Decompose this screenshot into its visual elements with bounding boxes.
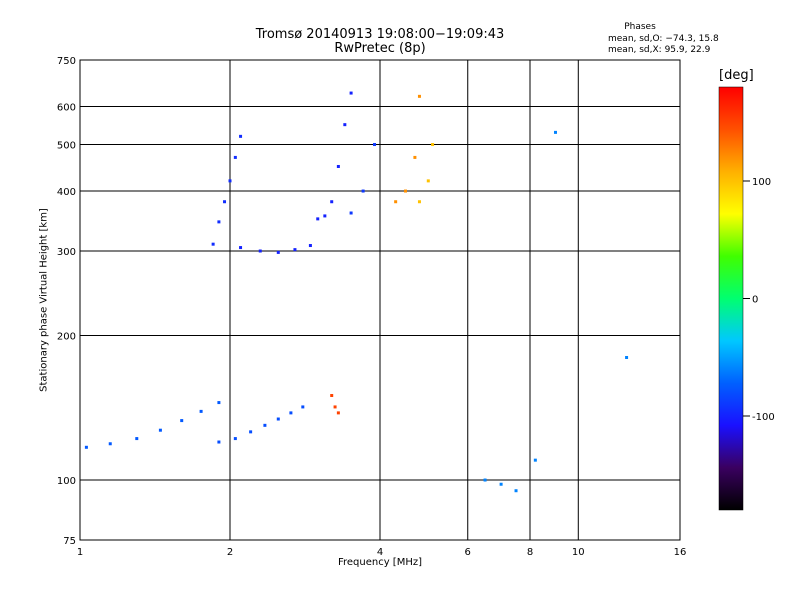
data-point (249, 430, 253, 434)
chart-title-line2: RwPretec (8p) (334, 41, 426, 56)
y-axis-ticks: 75 100 200 300 400 500 600 750 (57, 56, 76, 547)
data-point (233, 155, 237, 159)
data-point (276, 250, 280, 254)
data-point (514, 489, 518, 493)
data-point (233, 437, 237, 441)
data-point (84, 445, 88, 449)
stats-x-line: mean, sd,X: 95.9, 22.9 (608, 45, 711, 55)
data-point (276, 417, 280, 421)
data-point (301, 405, 305, 409)
colorbar-ticks: 100 0 -100 (743, 177, 775, 423)
data-point (217, 401, 221, 405)
colorbar-tick-label: 0 (752, 295, 758, 306)
data-point (343, 123, 347, 127)
plot-frame (79, 59, 681, 541)
data-point (217, 440, 221, 444)
y-tick-label: 500 (57, 141, 76, 152)
x-tick-label: 2 (227, 547, 233, 558)
data-point (373, 143, 377, 147)
y-tick-label: 600 (57, 103, 76, 114)
data-point (180, 419, 184, 423)
y-tick-label: 750 (57, 56, 76, 67)
data-point (263, 423, 267, 427)
data-point (316, 217, 320, 221)
data-point (361, 189, 365, 193)
data-point (403, 189, 407, 193)
data-point (199, 409, 203, 413)
y-tick-label: 100 (57, 476, 76, 487)
x-tick-label: 4 (377, 547, 383, 558)
data-point (293, 248, 297, 252)
data-points (84, 91, 629, 493)
data-point (349, 211, 353, 215)
x-tick-label: 16 (674, 547, 687, 558)
chart-title-line1: Tromsø 20140913 19:08:00−19:09:43 (255, 27, 505, 42)
data-point (426, 179, 430, 183)
data-point (239, 134, 243, 138)
data-point (258, 249, 262, 253)
data-point (308, 244, 312, 248)
data-point (323, 214, 327, 218)
data-point (417, 200, 421, 204)
x-tick-label: 1 (77, 547, 83, 558)
data-point (336, 164, 340, 168)
data-point (330, 394, 334, 398)
x-tick-label: 6 (465, 547, 471, 558)
y-tick-label: 200 (57, 332, 76, 343)
data-point (239, 246, 243, 250)
data-point (431, 143, 435, 147)
data-point (483, 478, 487, 482)
stats-o-line: mean, sd,O: −74.3, 15.8 (608, 34, 719, 44)
y-tick-label: 75 (63, 536, 76, 547)
data-point (394, 200, 398, 204)
data-point (223, 200, 227, 204)
x-axis-label: Frequency [MHz] (337, 557, 423, 568)
data-point (289, 411, 293, 415)
data-point (330, 200, 334, 204)
y-tick-label: 400 (57, 187, 76, 198)
data-point (499, 482, 503, 486)
colorbar-tick-label: -100 (752, 412, 775, 423)
x-tick-label: 10 (572, 547, 585, 558)
x-axis-ticks: 1 2 4 6 8 10 16 (77, 547, 687, 558)
data-point (417, 94, 421, 98)
data-point (333, 405, 337, 409)
data-point (211, 242, 215, 246)
data-point (135, 437, 139, 441)
data-point (158, 428, 162, 432)
colorbar-tick-label: 100 (752, 177, 771, 188)
colorbar (718, 86, 744, 511)
data-point (228, 179, 232, 183)
data-point (553, 130, 557, 134)
data-point (413, 155, 417, 159)
data-point (336, 411, 340, 415)
data-point (625, 355, 629, 359)
x-tick-label: 8 (527, 547, 533, 558)
phases-heading: Phases (624, 22, 656, 32)
y-tick-label: 300 (57, 247, 76, 258)
data-point (217, 220, 221, 224)
data-point (533, 458, 537, 462)
grid-lines (80, 60, 680, 540)
colorbar-label: [deg] (719, 68, 754, 83)
data-point (108, 442, 112, 446)
data-point (349, 91, 353, 95)
